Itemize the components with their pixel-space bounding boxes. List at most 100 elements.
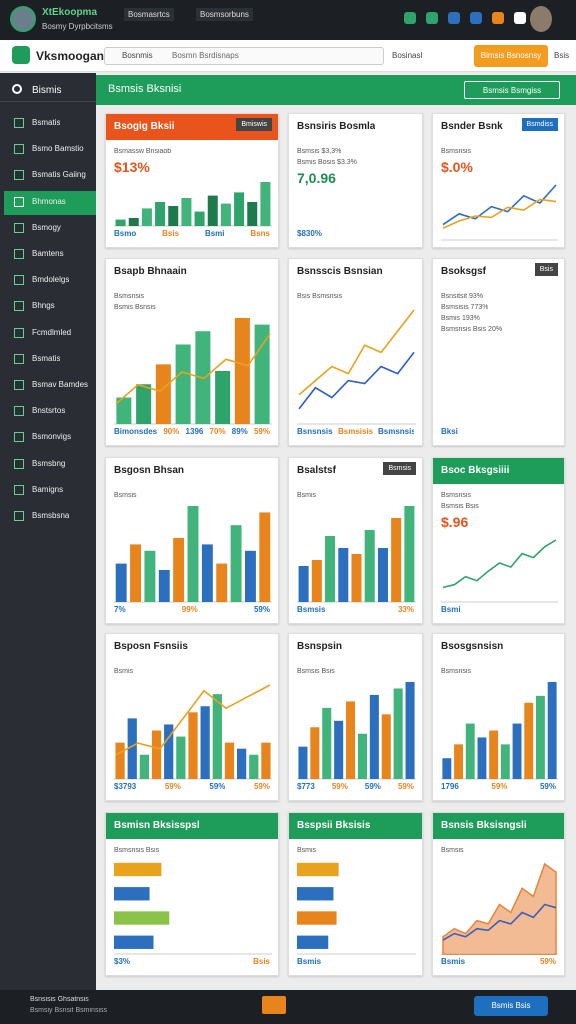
bar (346, 701, 356, 779)
bar (215, 371, 231, 424)
bar (260, 182, 271, 226)
sidebar-icon (14, 511, 24, 521)
bar (364, 530, 375, 602)
header-link-row[interactable]: Bosinasl (392, 51, 423, 60)
bar (442, 758, 452, 779)
foot-text: Bsmi (204, 229, 225, 238)
card-foot: 7% 99% 59% (114, 605, 270, 619)
sidebar-icon (14, 432, 24, 443)
card-header (433, 813, 564, 839)
foot-text: 59% (364, 782, 381, 791)
sidebar-icon (14, 118, 24, 128)
search-hint: Bosmn Bsrdisnaps (172, 51, 239, 60)
card-header (106, 813, 278, 839)
top-bar (0, 0, 576, 40)
bar (188, 712, 198, 779)
tab[interactable]: Bosmasrtcs (124, 8, 174, 21)
card: Bsnsiris Bosmla Bsmsis $3,3% Bsmis Bosis $… (288, 113, 423, 248)
card-line: Bsmsis Bsis (441, 503, 479, 510)
card-side: Bsis (534, 263, 558, 276)
chart (297, 862, 416, 955)
foot-text: 70% (209, 427, 226, 436)
card-foot: Bsmis (297, 957, 414, 971)
bar (391, 518, 402, 602)
bar (536, 695, 545, 779)
card-title: Bsapb Bhnaain (114, 266, 187, 277)
bar (254, 324, 270, 424)
bar (524, 702, 534, 779)
card-title: Bsosgsnsisn (441, 641, 504, 652)
foot-text: 90% (163, 427, 180, 436)
sidebar-item[interactable]: Bhmonas (32, 196, 66, 206)
sidebar-item[interactable]: Bsmsbng (32, 458, 66, 468)
tray-icon (470, 12, 482, 24)
bar (201, 544, 213, 602)
bar (115, 742, 125, 779)
line (442, 903, 557, 941)
logo: Vksmoogan (36, 49, 105, 63)
bar (547, 682, 557, 779)
bar (127, 718, 137, 779)
foot-text: Bsis (253, 957, 270, 966)
foot-text: 59% (539, 957, 556, 966)
card-side: Bmiswis (236, 118, 272, 131)
foot-text: 89% (231, 427, 248, 436)
card-header (289, 813, 422, 839)
search[interactable] (104, 47, 384, 65)
footer-button[interactable]: Bsmis Bsis (474, 996, 548, 1016)
bar (234, 318, 250, 424)
header-button[interactable]: Bimsis Bsnosnsy (474, 45, 548, 67)
card-title: Bsoksgsf (441, 266, 487, 277)
app-sub: Bosmy Dyrpbcitsms (42, 22, 113, 31)
card-foot: Bsmo Bsis Bsmi Bsns (114, 229, 270, 243)
bar (249, 754, 259, 779)
sidebar-item[interactable]: Bamigns (32, 484, 64, 494)
footer-action (262, 996, 286, 1014)
card-line: Bsmis (297, 847, 317, 854)
sidebar-item[interactable]: Bhngs (32, 301, 55, 311)
sidebar-item[interactable]: Bsmatis (32, 353, 61, 363)
foot-text: 59% (253, 605, 270, 614)
foot-text: $3% (114, 957, 131, 966)
bar (176, 736, 186, 779)
bar (393, 688, 403, 779)
sidebar-icon (14, 406, 24, 417)
sidebar-item[interactable]: Bsmatis (32, 118, 61, 127)
bar (454, 744, 463, 779)
line (442, 539, 557, 589)
tray-icon (448, 12, 460, 24)
search-text: Bosnmis (122, 51, 153, 60)
sidebar-item[interactable]: Bsmonvigs (32, 432, 72, 442)
bar (236, 748, 247, 779)
bar (168, 206, 179, 226)
sidebar-item[interactable]: Bnstsrtos (32, 406, 66, 416)
foot-text: Bsns (250, 229, 270, 238)
area (442, 862, 557, 955)
sidebar-item[interactable]: Bsmogy (32, 222, 61, 232)
card-title: Bsnspsin (297, 641, 343, 652)
sidebar-item[interactable]: Bsmav Bamdes (32, 380, 89, 389)
banner-button[interactable]: Bsmsis Bsmgiss (464, 81, 560, 99)
chart (114, 684, 272, 780)
sidebar-item[interactable]: Bmdolelgs (32, 275, 70, 285)
sidebar-item[interactable]: Bsmatis Gaiing (32, 170, 86, 180)
chart (297, 682, 416, 780)
sidebar-icon (14, 196, 24, 207)
hbar (114, 862, 162, 877)
bar (115, 219, 126, 226)
app-name: XtEkoopma (42, 7, 98, 18)
card-header (433, 458, 564, 484)
foot-text: 1396 (185, 427, 204, 436)
sidebar-item[interactable]: Fcmdlmled (32, 327, 72, 337)
tab[interactable]: Bosmsorbuns (196, 8, 253, 21)
sidebar-item[interactable]: Bamtens (32, 249, 64, 258)
sidebar-item[interactable]: Bsmo Bamstio (32, 144, 84, 154)
bar (230, 525, 242, 602)
bar (298, 566, 309, 602)
header-more[interactable]: Bsis (554, 51, 570, 60)
foot-text: 59% (164, 782, 181, 791)
card-title: Bsposn Fsnsiis (114, 641, 188, 652)
sidebar-item[interactable]: Bsmsbsna (32, 511, 70, 520)
card-foot: $773 59% 59% 59% (297, 782, 414, 796)
